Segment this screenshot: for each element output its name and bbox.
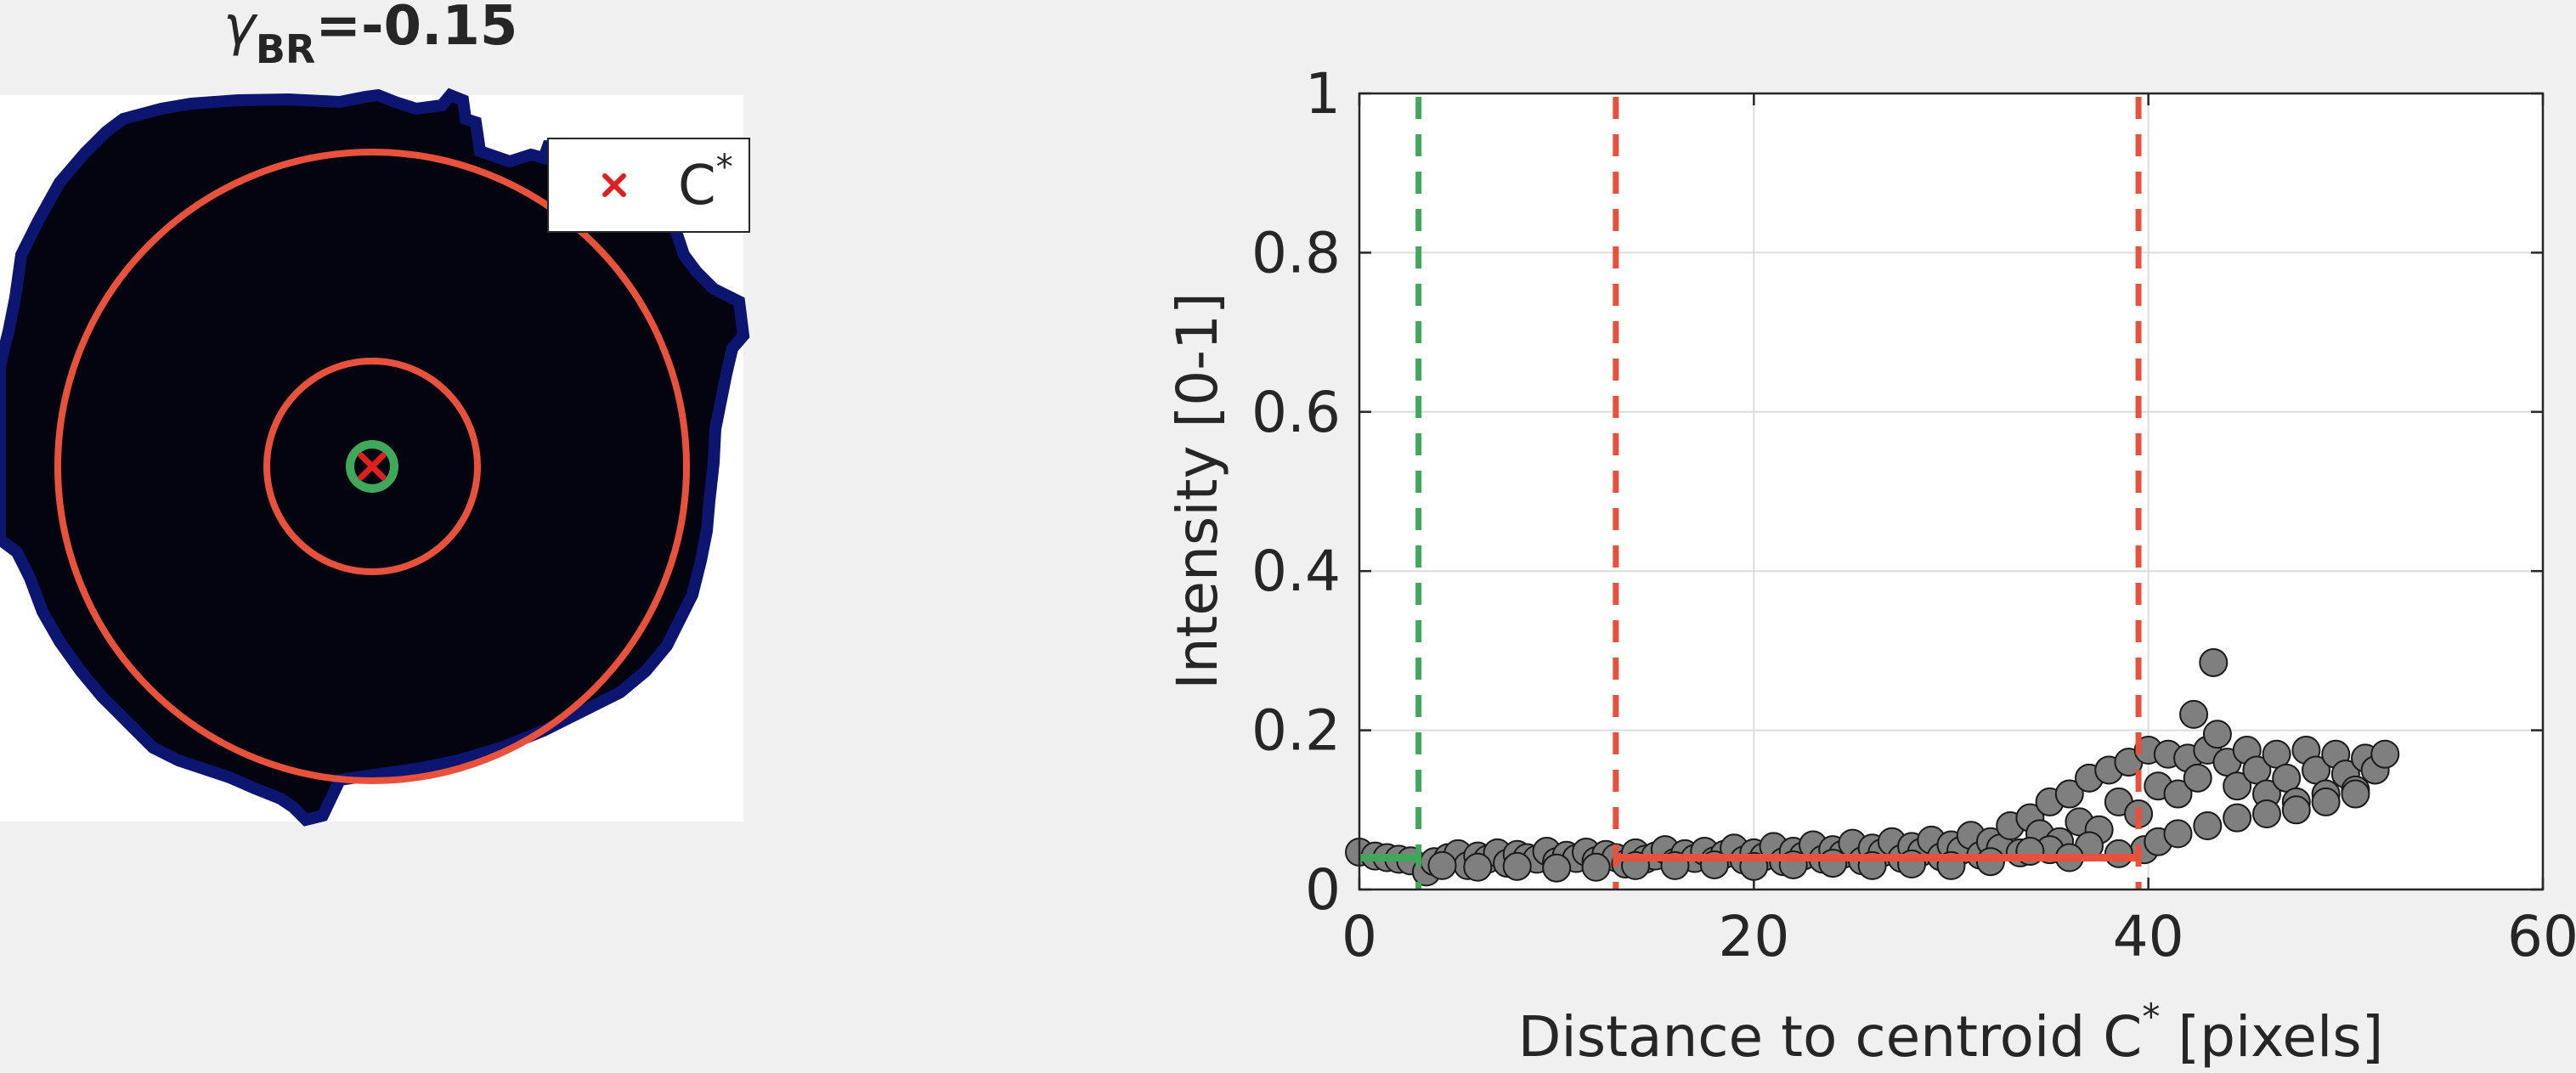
left-panel: γBR=-0.15 C*: [0, 0, 750, 827]
legend-label-text: C: [678, 155, 716, 217]
x-tick-label-1: 20: [1718, 904, 1789, 969]
y-tick-label-3: 0.6: [1251, 380, 1341, 445]
y-tick-label-0: 0: [1305, 857, 1341, 923]
scatter-point-133: [1427, 850, 1457, 880]
scatter-point-70: [2054, 779, 2084, 809]
segmented-cell-image: [0, 88, 750, 827]
y-tick-labels: 0 0.2 0.4 0.6 0.8 1: [1251, 61, 1341, 923]
chart-panel: 0 20 40 60 0 0.2 0.4 0.6 0.8 1 Intensity [0-1] D…: [1165, 61, 2576, 1070]
scatter-point-113: [2341, 779, 2370, 809]
scatter-point-116: [2104, 839, 2133, 868]
scatter-point-112: [2311, 787, 2341, 816]
legend-label: C*: [678, 148, 733, 217]
centroid-marker: [358, 452, 387, 481]
legend: C*: [547, 138, 750, 233]
y-tick-label-5: 1: [1305, 61, 1341, 127]
plot-frame: [1358, 92, 2545, 891]
outer-ring: [54, 149, 690, 784]
scatter-point-108: [2193, 811, 2223, 841]
center-ring: [346, 440, 398, 493]
x-tick-labels: 0 20 40 60: [1342, 904, 2576, 969]
scatter-point-119: [1975, 847, 2005, 877]
y-tick-label-2: 0.4: [1251, 539, 1341, 604]
x-tick-label-0: 0: [1342, 904, 1377, 969]
scatter-point-111: [2281, 795, 2311, 825]
scatter-point-89: [2223, 771, 2252, 801]
reference-lines-layer: [1359, 97, 2142, 889]
legend-marker-icon: [602, 173, 626, 197]
scatter-point-109: [2223, 803, 2252, 833]
legend-label-superscript: *: [716, 148, 733, 187]
x-axis-label-suffix: [pixels]: [2160, 1004, 2383, 1070]
scatter-point-131: [1502, 851, 1532, 881]
scatter-point-104: [2370, 739, 2400, 769]
scatter-point-130: [1542, 853, 1572, 883]
y-tick-label-1: 0.2: [1251, 698, 1341, 764]
x-tick-label-3: 60: [2507, 904, 2576, 969]
legend-box: [547, 138, 750, 233]
grid-layer: [1358, 92, 2545, 891]
y-axis-label: Intensity [0-1]: [1165, 292, 1230, 690]
scatter-point-132: [1463, 852, 1493, 882]
x-axis-label-text: Distance to centroid C: [1518, 1004, 2143, 1070]
inner-ring: [263, 358, 481, 575]
x-axis-label: Distance to centroid C* [pixels]: [1518, 996, 2384, 1070]
scatter-point-83: [2179, 699, 2209, 729]
x-axis-label-superscript: *: [2142, 996, 2160, 1037]
scatter-point-110: [2251, 799, 2281, 828]
scatter-point-86: [2199, 647, 2229, 677]
y-tick-label-4: 0.8: [1251, 220, 1341, 285]
left-title-symbol: γ: [223, 0, 258, 58]
scatter-point-81: [2163, 779, 2193, 809]
left-title-subscript: BR: [256, 26, 315, 72]
left-title: γBR=-0.15: [223, 0, 517, 72]
scatter-point-84: [2183, 763, 2212, 793]
scatter-point-129: [1581, 852, 1611, 882]
scatter-point-87: [2202, 720, 2232, 749]
left-title-value: =-0.15: [315, 0, 517, 58]
x-tick-label-2: 40: [2113, 904, 2184, 969]
scatter-point-107: [2163, 819, 2193, 849]
scatter-point-123: [1818, 849, 1848, 878]
